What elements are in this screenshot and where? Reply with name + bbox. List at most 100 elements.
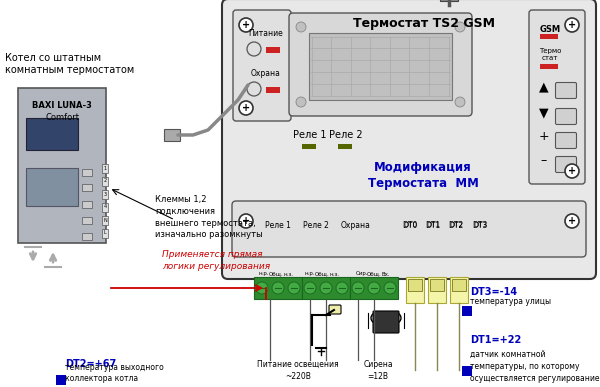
Text: +: + <box>568 20 576 30</box>
Text: датчик комнатной
температуры, по которому
осуществляется регулирование: датчик комнатной температуры, по котором… <box>470 350 599 383</box>
Bar <box>462 366 472 376</box>
Circle shape <box>336 282 348 294</box>
Text: Реле 1: Реле 1 <box>265 221 291 229</box>
Text: н.з.: н.з. <box>329 272 339 276</box>
Circle shape <box>247 42 261 56</box>
Bar <box>254 277 302 299</box>
Text: +: + <box>242 216 250 226</box>
FancyBboxPatch shape <box>556 156 577 173</box>
Circle shape <box>239 18 253 32</box>
Bar <box>428 277 446 303</box>
Bar <box>102 164 108 173</box>
Text: Сирена
=12В: Сирена =12В <box>363 360 393 381</box>
Text: DT0: DT0 <box>403 221 418 229</box>
Text: Реле 2: Реле 2 <box>303 221 329 229</box>
Text: +: + <box>242 20 250 30</box>
Text: Общ.: Общ. <box>367 272 382 276</box>
Circle shape <box>368 282 380 294</box>
Circle shape <box>239 101 253 115</box>
Bar <box>462 306 472 316</box>
Text: DT1: DT1 <box>425 221 440 229</box>
Bar <box>452 279 466 291</box>
Text: Котел со штатным: Котел со штатным <box>5 53 101 63</box>
Bar <box>406 277 424 303</box>
Text: Вх.: Вх. <box>382 272 391 276</box>
Bar <box>408 279 422 291</box>
Bar <box>540 64 558 69</box>
Bar <box>266 87 280 93</box>
Text: комнатным термостатом: комнатным термостатом <box>5 65 134 75</box>
Text: Охрана: Охрана <box>251 68 281 77</box>
Circle shape <box>239 214 253 228</box>
Text: н.р.: н.р. <box>305 272 316 276</box>
Text: ▲: ▲ <box>539 80 549 94</box>
Bar <box>540 34 558 39</box>
Circle shape <box>455 22 465 32</box>
Text: 4: 4 <box>103 204 107 209</box>
Text: Модификация: Модификация <box>374 161 472 173</box>
FancyBboxPatch shape <box>556 108 577 125</box>
Bar <box>302 144 316 149</box>
Text: 3: 3 <box>103 192 107 197</box>
Bar <box>338 144 352 149</box>
Circle shape <box>288 282 300 294</box>
Text: N: N <box>103 217 107 223</box>
FancyBboxPatch shape <box>289 13 472 116</box>
Circle shape <box>455 97 465 107</box>
Circle shape <box>565 18 579 32</box>
Circle shape <box>384 282 396 294</box>
FancyBboxPatch shape <box>222 0 596 279</box>
Circle shape <box>352 282 364 294</box>
FancyBboxPatch shape <box>233 10 291 121</box>
Text: Клеммы 1,2
подключения
внешнего термостата,
изначально разомкнуты: Клеммы 1,2 подключения внешнего термоста… <box>155 195 263 240</box>
Text: +: + <box>568 216 576 226</box>
Bar <box>102 203 108 212</box>
Circle shape <box>296 22 306 32</box>
Text: +: + <box>568 166 576 176</box>
Circle shape <box>304 282 316 294</box>
Text: DT1=+22: DT1=+22 <box>470 335 521 345</box>
Text: DT2: DT2 <box>448 221 464 229</box>
Bar <box>450 277 468 303</box>
FancyBboxPatch shape <box>556 132 577 149</box>
Circle shape <box>247 82 261 96</box>
Bar <box>266 47 280 53</box>
Text: DT3=-14: DT3=-14 <box>470 287 517 297</box>
Text: температура улицы: температура улицы <box>470 298 551 307</box>
Bar <box>430 279 444 291</box>
FancyBboxPatch shape <box>373 311 399 333</box>
Bar <box>56 375 66 385</box>
FancyBboxPatch shape <box>232 201 586 257</box>
Text: Питание: Питание <box>248 29 283 38</box>
Bar <box>302 277 350 299</box>
Text: DT0: DT0 <box>403 222 417 228</box>
Text: DT3: DT3 <box>473 222 487 228</box>
Circle shape <box>296 97 306 107</box>
Text: Реле 1: Реле 1 <box>293 130 327 140</box>
Text: ▼: ▼ <box>539 106 549 120</box>
Bar <box>309 33 452 100</box>
Bar <box>82 184 92 191</box>
FancyBboxPatch shape <box>556 82 577 99</box>
Bar <box>82 217 92 224</box>
Text: BAXI LUNA-3: BAXI LUNA-3 <box>32 101 92 111</box>
Text: L: L <box>104 231 106 236</box>
Text: Применяется прямая
логики регулирования: Применяется прямая логики регулирования <box>162 250 270 271</box>
Bar <box>82 169 92 176</box>
Text: GSM: GSM <box>539 24 560 34</box>
Text: 1: 1 <box>103 166 107 171</box>
Text: Питание освещения
~220В: Питание освещения ~220В <box>257 360 339 381</box>
Bar <box>350 277 398 299</box>
Bar <box>102 190 108 199</box>
Bar <box>26 168 78 206</box>
Bar <box>82 233 92 240</box>
FancyBboxPatch shape <box>329 305 341 314</box>
Text: Общ.: Общ. <box>314 272 329 276</box>
Text: DT2: DT2 <box>449 222 463 228</box>
Text: DT2=+67: DT2=+67 <box>65 359 116 369</box>
Circle shape <box>565 164 579 178</box>
Text: Термо
стат: Термо стат <box>539 48 561 62</box>
Text: DT3: DT3 <box>472 221 488 229</box>
Text: Охрана: Охрана <box>341 221 371 229</box>
Text: н.з.: н.з. <box>283 272 293 276</box>
